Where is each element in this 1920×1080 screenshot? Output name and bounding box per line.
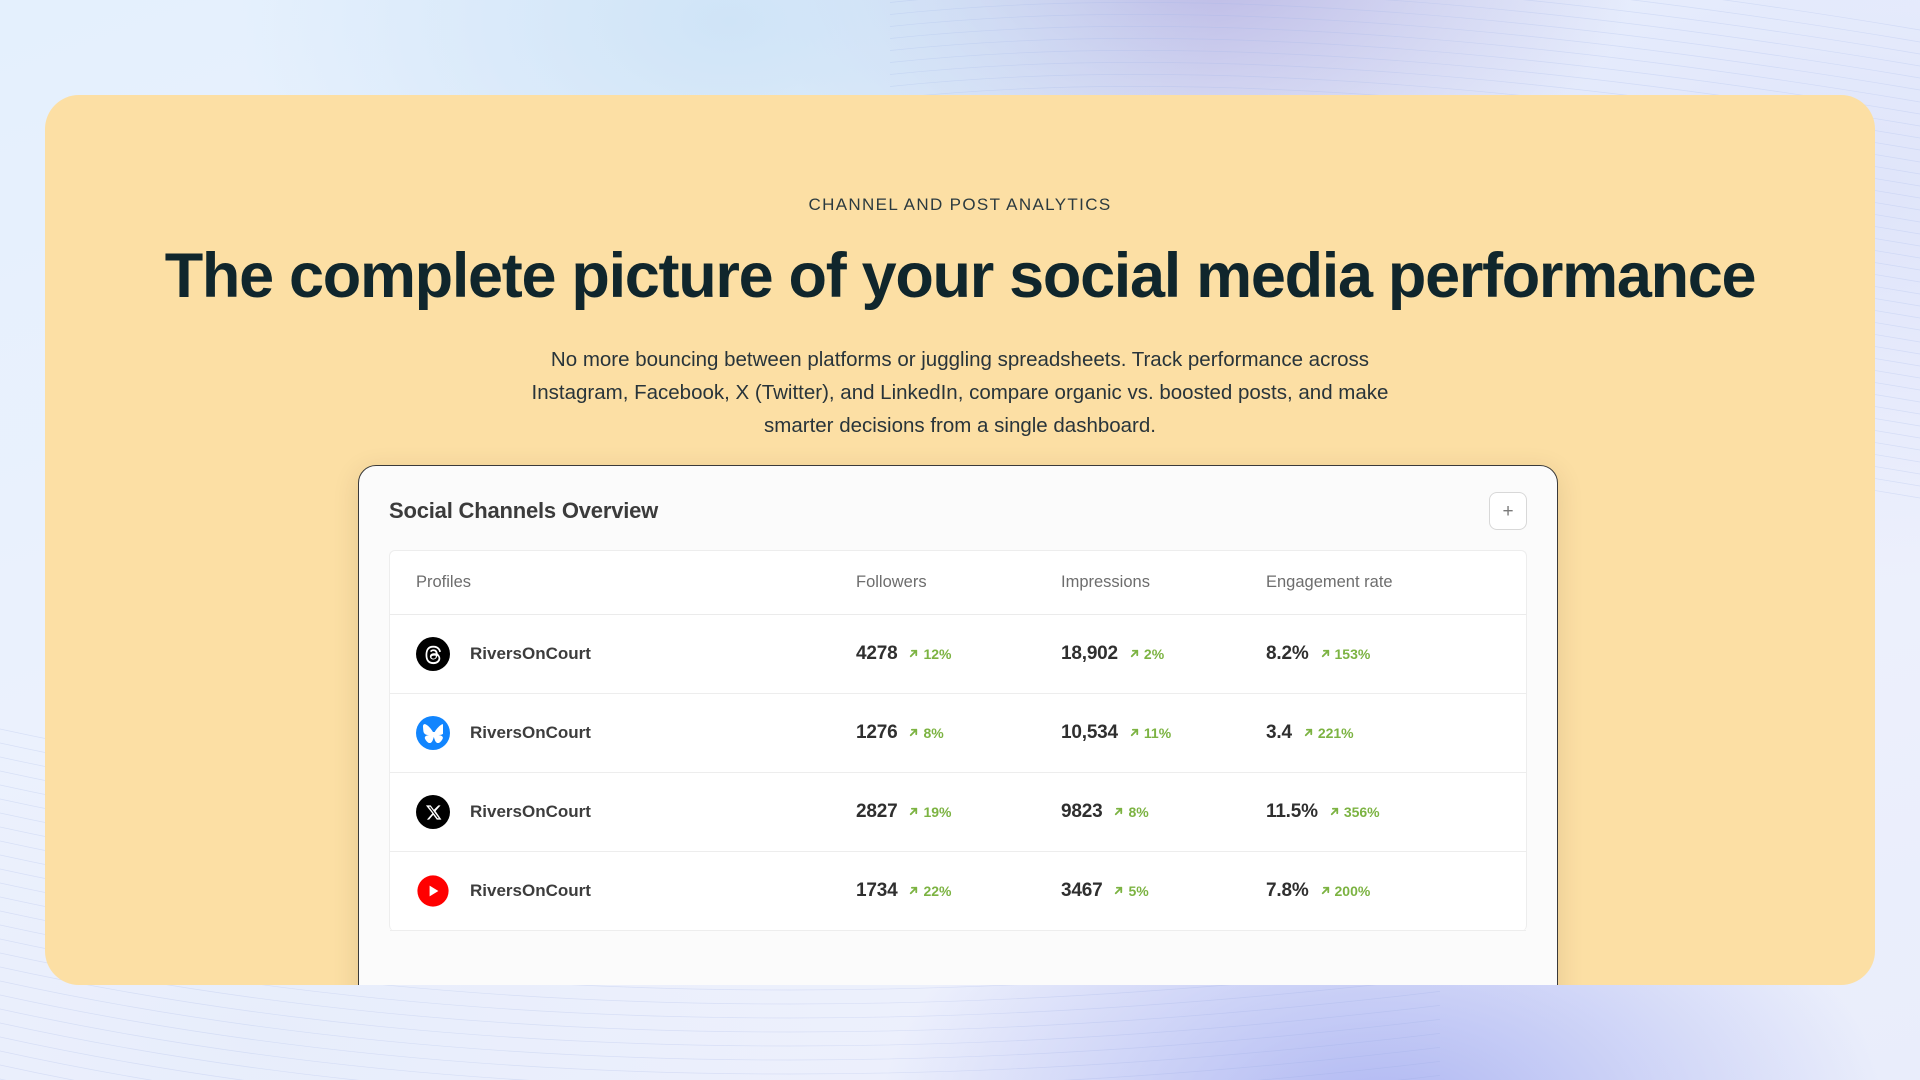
row-profile-cell: RiversOnCourt [416, 874, 856, 908]
followers-delta: 19% [908, 803, 952, 820]
column-header-impressions: Impressions [1061, 573, 1150, 591]
followers-delta-value: 8% [923, 724, 944, 741]
row-profile-cell: RiversOnCourt [416, 637, 856, 671]
followers-delta: 22% [908, 882, 952, 899]
table-header-row: Profiles Followers Impressions Engagemen… [390, 551, 1526, 615]
engagement-delta-value: 153% [1334, 645, 1371, 662]
followers-value: 1734 [856, 880, 898, 901]
engagement-delta-value: 221% [1317, 724, 1354, 741]
profile-name: RiversOnCourt [470, 802, 591, 821]
engagement-delta: 200% [1320, 882, 1371, 899]
row-followers-cell: 2827 19% [856, 801, 1061, 823]
followers-delta: 12% [908, 645, 952, 662]
followers-delta: 8% [908, 724, 944, 741]
dashboard-preview-card: Social Channels Overview + Profiles Foll… [358, 465, 1558, 985]
column-header-profiles: Profiles [416, 573, 472, 591]
followers-value: 2827 [856, 801, 898, 822]
arrow-up-right-icon [1304, 728, 1312, 737]
row-followers-cell: 4278 12% [856, 643, 1061, 665]
hero-subtitle: No more bouncing between platforms or ju… [531, 347, 1389, 438]
impressions-delta-value: 8% [1128, 803, 1149, 820]
engagement-value: 7.8% [1266, 880, 1309, 901]
engagement-value: 11.5% [1266, 801, 1318, 822]
row-followers-cell: 1276 8% [856, 722, 1061, 744]
arrow-up-right-icon [910, 807, 918, 816]
section-eyebrow: CHANNEL AND POST ANALYTICS [808, 195, 1112, 214]
profile-name: RiversOnCourt [470, 644, 591, 663]
x-twitter-icon [416, 795, 450, 829]
bluesky-icon [416, 716, 450, 750]
arrow-up-right-icon [1330, 807, 1338, 816]
engagement-delta: 221% [1303, 725, 1354, 741]
row-followers-cell: 1734 22% [856, 880, 1061, 902]
add-channel-button[interactable]: + [1489, 492, 1527, 530]
impressions-delta: 8% [1113, 803, 1149, 820]
followers-value: 1276 [856, 722, 898, 743]
engagement-delta: 153% [1320, 645, 1371, 662]
impressions-delta: 5% [1113, 882, 1149, 899]
arrow-up-right-icon [1321, 649, 1329, 658]
arrow-up-right-icon [910, 649, 918, 658]
row-impressions-cell: 9823 8% [1061, 801, 1266, 823]
arrow-up-right-icon [910, 886, 918, 895]
row-engagement-cell: 8.2% 153% [1266, 643, 1506, 665]
arrow-up-right-icon [1115, 807, 1123, 816]
table-row[interactable]: RiversOnCourt 2827 19% 9823 8% [390, 773, 1526, 852]
row-impressions-cell: 10,534 11% [1061, 722, 1266, 744]
arrow-up-right-icon [1130, 728, 1139, 737]
row-engagement-cell: 11.5% 356% [1266, 801, 1506, 823]
followers-delta-value: 12% [923, 645, 952, 662]
plus-icon: + [1502, 500, 1514, 522]
impressions-delta-value: 2% [1143, 645, 1165, 662]
impressions-delta-value: 5% [1128, 882, 1149, 899]
table-row[interactable]: RiversOnCourt 1734 22% 3467 5% [390, 852, 1526, 931]
dashboard-header: Social Channels Overview + [359, 466, 1557, 550]
page-title: The complete picture of your social medi… [164, 241, 1757, 311]
row-profile-cell: RiversOnCourt [416, 716, 856, 750]
threads-icon [416, 637, 450, 671]
impressions-value: 18,902 [1061, 643, 1118, 664]
followers-delta-value: 19% [923, 803, 952, 820]
impressions-value: 3467 [1061, 880, 1103, 901]
followers-value: 4278 [856, 643, 898, 664]
impressions-delta: 2% [1129, 646, 1164, 662]
engagement-value: 8.2% [1266, 643, 1309, 664]
column-header-engagement: Engagement rate [1266, 573, 1393, 591]
youtube-icon [416, 874, 450, 908]
table-row[interactable]: RiversOnCourt 1276 8% 10,534 11% [390, 694, 1526, 773]
hero-card: CHANNEL AND POST ANALYTICS The complete … [45, 95, 1875, 985]
engagement-value: 3.4 [1266, 722, 1292, 743]
table-row[interactable]: RiversOnCourt 4278 12% 18,902 2% [390, 615, 1526, 694]
column-header-followers: Followers [856, 573, 927, 591]
row-engagement-cell: 3.4 221% [1266, 722, 1506, 744]
profile-name: RiversOnCourt [470, 881, 591, 900]
arrow-up-right-icon [910, 728, 918, 737]
impressions-value: 9823 [1061, 801, 1103, 822]
row-impressions-cell: 3467 5% [1061, 880, 1266, 902]
engagement-delta: 356% [1329, 804, 1380, 820]
engagement-delta-value: 356% [1343, 803, 1380, 820]
impressions-value: 10,534 [1061, 722, 1118, 743]
engagement-delta-value: 200% [1334, 882, 1371, 899]
impressions-delta-value: 11% [1143, 724, 1172, 741]
channels-table: Profiles Followers Impressions Engagemen… [389, 550, 1527, 931]
dashboard-title: Social Channels Overview [389, 498, 659, 523]
row-impressions-cell: 18,902 2% [1061, 643, 1266, 665]
row-profile-cell: RiversOnCourt [416, 795, 856, 829]
profile-name: RiversOnCourt [470, 723, 591, 742]
followers-delta-value: 22% [923, 882, 952, 899]
impressions-delta: 11% [1129, 725, 1171, 741]
arrow-up-right-icon [1321, 886, 1329, 895]
arrow-up-right-icon [1130, 649, 1139, 658]
row-engagement-cell: 7.8% 200% [1266, 880, 1506, 902]
arrow-up-right-icon [1115, 886, 1123, 895]
